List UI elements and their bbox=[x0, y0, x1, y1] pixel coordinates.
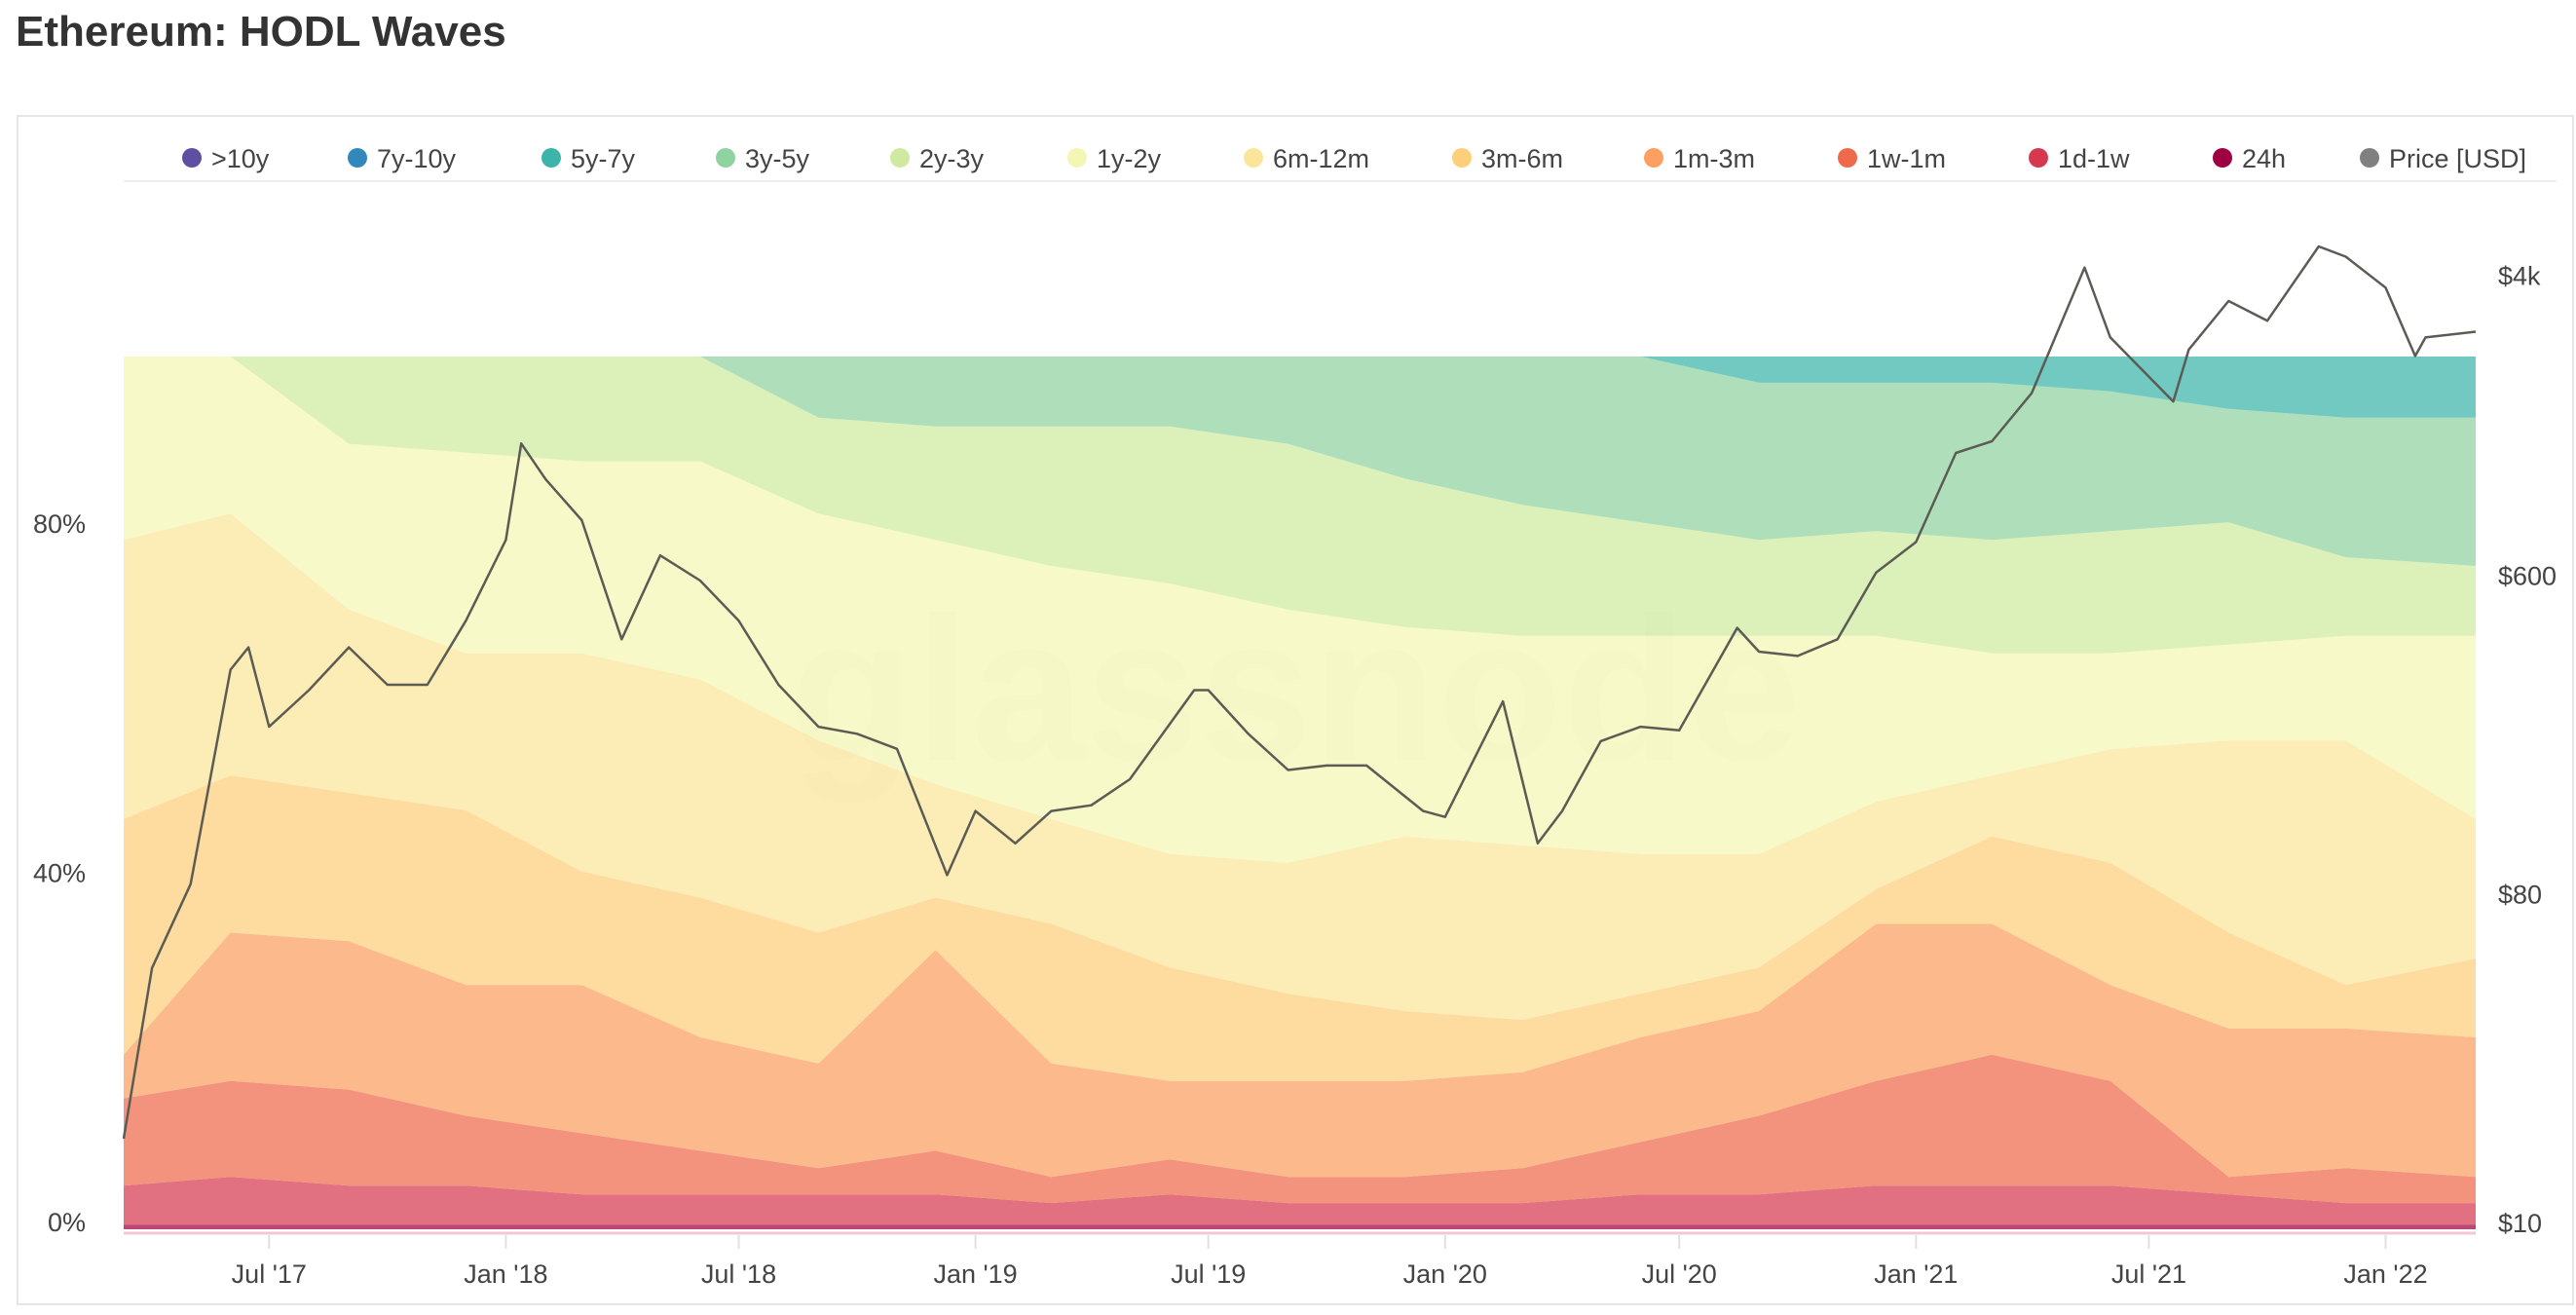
area-band-2y-3y bbox=[124, 357, 2476, 654]
legend-item-2y-3y[interactable]: 2y-3y bbox=[890, 144, 985, 173]
y-left-tick-label: 80% bbox=[33, 509, 86, 539]
legend-dot-icon bbox=[541, 148, 561, 168]
legend-label: 24h bbox=[2242, 144, 2286, 173]
legend-item-24h[interactable]: 24h bbox=[2213, 144, 2286, 173]
y-axis-right: $10 $80 $600 $4k bbox=[2498, 262, 2557, 1238]
legend-item-3m-6m[interactable]: 3m-6m bbox=[1452, 144, 1563, 173]
y-right-tick-label: $4k bbox=[2498, 262, 2541, 291]
area-band-1m-3m bbox=[124, 923, 2476, 1178]
x-tick-label: Jan '22 bbox=[2343, 1259, 2427, 1289]
y-left-tick-label: 0% bbox=[48, 1208, 86, 1237]
legend-item-1w-1m[interactable]: 1w-1m bbox=[1838, 144, 1946, 173]
legend-label: 1d-1w bbox=[2058, 144, 2130, 173]
y-axis-left: 0% 40% 80% bbox=[33, 509, 86, 1237]
legend-dot-icon bbox=[716, 148, 735, 168]
stacked-areas bbox=[124, 357, 2476, 1229]
legend-item-1d-1w[interactable]: 1d-1w bbox=[2029, 144, 2130, 173]
legend-item-1m-3m[interactable]: 1m-3m bbox=[1644, 144, 1755, 173]
legend-label: 1w-1m bbox=[1867, 144, 1946, 173]
legend-label: 2y-3y bbox=[919, 144, 985, 173]
x-tick-label: Jul '17 bbox=[232, 1259, 307, 1289]
legend-dot-icon bbox=[1644, 148, 1663, 168]
legend-label: 3m-6m bbox=[1481, 144, 1563, 173]
x-axis: Jul '17 Jan '18 Jul '18 Jan '19 Jul '19 Jan '… bbox=[124, 1231, 2476, 1289]
x-tick-label: Jul '21 bbox=[2111, 1259, 2186, 1289]
y-left-tick-label: 40% bbox=[33, 859, 86, 888]
legend-dot-icon bbox=[2360, 148, 2379, 168]
price-line bbox=[122, 244, 2477, 1140]
area-band-1w-1m bbox=[124, 1054, 2476, 1204]
legend-dot-icon bbox=[1244, 148, 1263, 168]
legend-dot-icon bbox=[890, 148, 910, 168]
legend-item-1y-2y[interactable]: 1y-2y bbox=[1067, 144, 1162, 173]
price-series bbox=[122, 244, 2477, 1140]
legend-label: 1y-2y bbox=[1097, 144, 1162, 173]
legend-dot-icon bbox=[348, 148, 367, 168]
legend-item-7y-10y[interactable]: 7y-10y bbox=[348, 144, 457, 173]
legend-label: 6m-12m bbox=[1273, 144, 1369, 173]
legend-label: 7y-10y bbox=[377, 144, 457, 173]
chart-card bbox=[17, 115, 2574, 1305]
legend-item-5y-7y[interactable]: 5y-7y bbox=[541, 144, 636, 173]
x-tick-label: Jul '19 bbox=[1171, 1259, 1246, 1289]
y-right-tick-label: $10 bbox=[2498, 1209, 2542, 1238]
legend-dot-icon bbox=[1067, 148, 1087, 168]
legend-dot-icon bbox=[1452, 148, 1472, 168]
x-tick-label: Jan '21 bbox=[1874, 1259, 1958, 1289]
x-tick-label: Jul '18 bbox=[701, 1259, 776, 1289]
x-tick-label: Jan '18 bbox=[464, 1259, 547, 1289]
x-tick-label: Jan '19 bbox=[933, 1259, 1017, 1289]
legend-label: 1m-3m bbox=[1673, 144, 1755, 173]
area-band-1y-2y bbox=[124, 357, 2476, 863]
x-tick-label: Jan '20 bbox=[1403, 1259, 1487, 1289]
legend-item-6m-12m[interactable]: 6m-12m bbox=[1244, 144, 1369, 173]
area-band-1d-1w bbox=[124, 1177, 2476, 1225]
page-title: Ethereum: HODL Waves bbox=[16, 8, 506, 56]
legend-label: >10y bbox=[211, 144, 270, 173]
legend-label: Price [USD] bbox=[2389, 144, 2526, 173]
area-band-24h bbox=[124, 1224, 2476, 1229]
legend-label: 3y-5y bbox=[745, 144, 810, 173]
area-band-6m-12m bbox=[124, 513, 2476, 1020]
legend-dot-icon bbox=[2029, 148, 2048, 168]
area-band-3m-6m bbox=[124, 775, 2476, 1081]
legend-item-10y[interactable]: >10y bbox=[182, 144, 270, 173]
legend: >10y 7y-10y 5y-7y 3y-5y 2y-3y 1y-2y 6m-12m 3m-6… bbox=[182, 144, 2526, 173]
y-right-tick-label: $600 bbox=[2498, 562, 2557, 591]
legend-item-price[interactable]: Price [USD] bbox=[2360, 144, 2526, 173]
area-band-3y-5y bbox=[124, 357, 2476, 566]
legend-dot-icon bbox=[182, 148, 202, 168]
legend-item-3y-5y[interactable]: 3y-5y bbox=[716, 144, 810, 173]
legend-label: 5y-7y bbox=[571, 144, 636, 173]
legend-dot-icon bbox=[1838, 148, 1857, 168]
x-tick-label: Jul '20 bbox=[1642, 1259, 1717, 1289]
y-right-tick-label: $80 bbox=[2498, 881, 2542, 910]
area-band-5y-7y bbox=[124, 357, 2476, 418]
legend-dot-icon bbox=[2213, 148, 2232, 168]
